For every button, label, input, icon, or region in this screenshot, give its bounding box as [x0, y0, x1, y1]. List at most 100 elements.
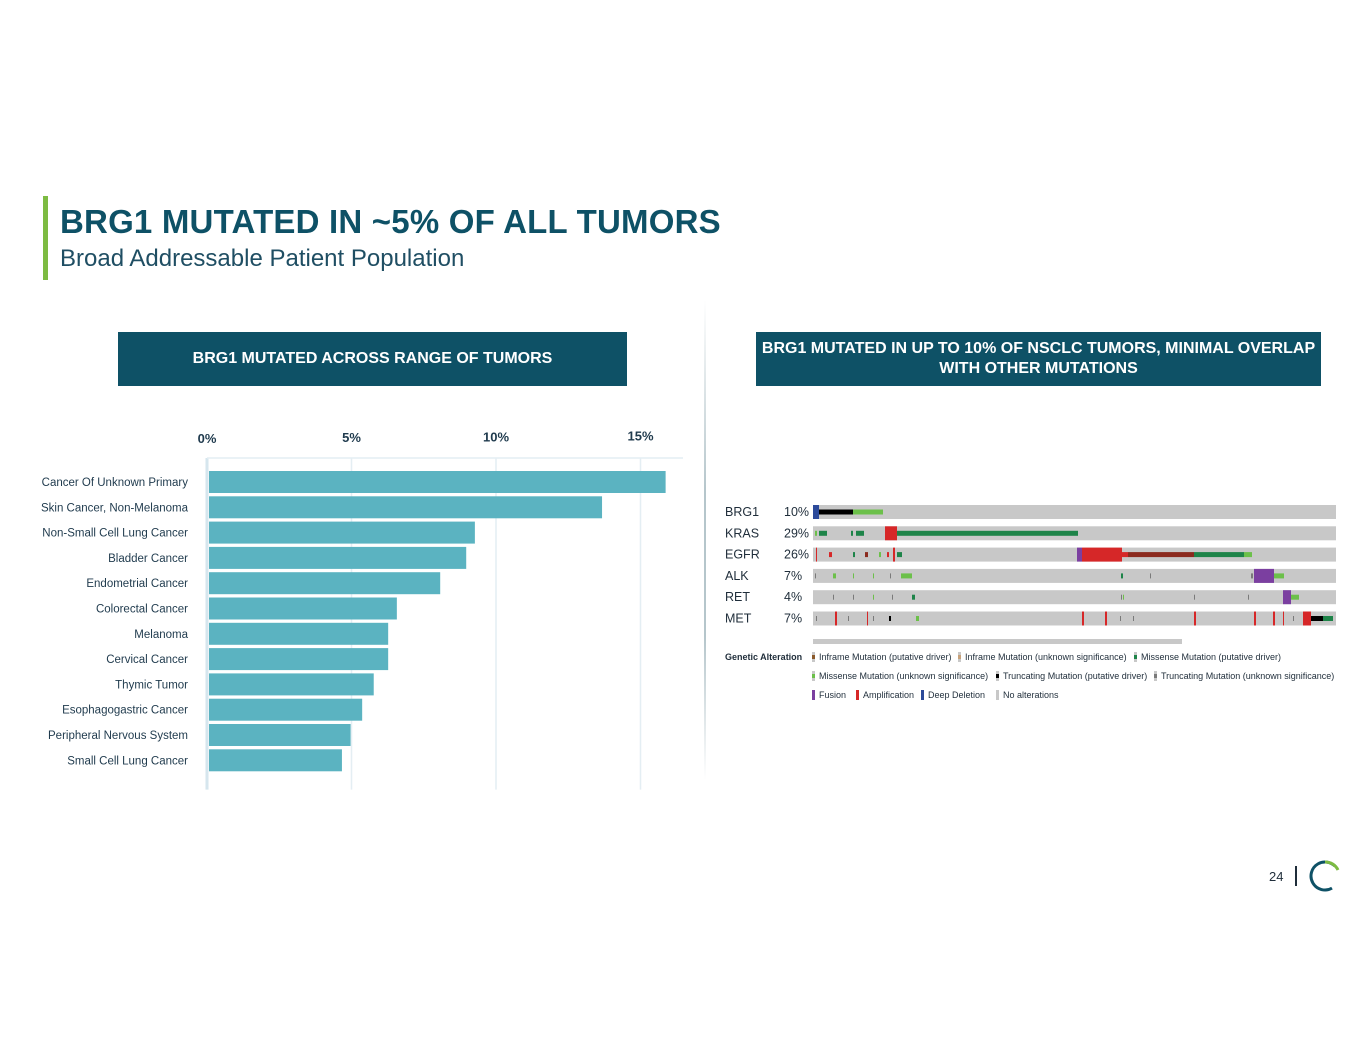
gene-track — [813, 568, 1336, 583]
alteration-mark — [1121, 573, 1123, 579]
alteration-mark — [889, 616, 891, 621]
alteration-mark — [897, 530, 1078, 536]
x-tick-label: 0% — [198, 431, 217, 446]
alteration-mark — [853, 573, 854, 579]
alteration-mark — [819, 509, 853, 515]
legend-title: Genetic Alteration — [725, 652, 802, 662]
legend-label: Missense Mutation (putative driver) — [1141, 652, 1281, 662]
x-tick-label: 5% — [342, 430, 361, 445]
tumor-bar-chart: 0% 5% 10% 15% Cancer Of Unknown Primary Skin … — [41, 429, 683, 790]
alteration-mark — [856, 530, 864, 536]
category-label: Bladder Cancer — [108, 553, 188, 565]
gene-frequency: 7% — [784, 569, 802, 583]
bar — [209, 724, 351, 746]
bar — [209, 648, 389, 671]
alteration-mark — [867, 611, 868, 626]
legend-label: Amplification — [863, 690, 914, 700]
alteration-mark — [890, 573, 891, 579]
gene-track — [813, 590, 1336, 605]
alteration-mark — [873, 594, 874, 600]
alteration-mark — [1150, 573, 1151, 579]
gene-label: BRG1 — [725, 505, 759, 519]
gene-track — [813, 505, 1336, 519]
alteration-mark — [833, 594, 834, 600]
alteration-mark — [1122, 552, 1128, 558]
alteration-mark — [901, 573, 912, 579]
alteration-mark — [851, 530, 853, 536]
alteration-mark — [885, 526, 897, 541]
title-accent-bar — [43, 196, 48, 280]
category-label: Cancer Of Unknown Primary — [42, 477, 189, 489]
legend-label: Fusion — [819, 690, 846, 700]
bar — [209, 698, 363, 721]
alteration-mark — [1311, 616, 1323, 621]
gene-track — [813, 611, 1336, 626]
alteration-mark — [1293, 616, 1294, 621]
alteration-mark — [816, 616, 817, 621]
alteration-mark — [865, 552, 868, 558]
sample-bar — [813, 639, 1182, 644]
legend-swatch — [812, 690, 815, 700]
alteration-mark — [1194, 552, 1244, 558]
gene-label: RET — [725, 590, 750, 604]
alteration-mark — [815, 530, 817, 536]
alteration-mark — [813, 505, 819, 519]
category-label: Non-Small Cell Lung Cancer — [42, 528, 188, 540]
alteration-mark — [819, 530, 827, 536]
alteration-mark — [848, 616, 849, 621]
alteration-mark — [1283, 611, 1284, 626]
legend-swatch — [812, 655, 815, 659]
alteration-mark — [1133, 616, 1134, 621]
legend-label: Inframe Mutation (putative driver) — [819, 652, 952, 662]
alteration-mark — [829, 552, 832, 558]
alteration-mark — [1128, 552, 1194, 558]
company-logo-icon — [1309, 860, 1341, 892]
alteration-mark — [833, 573, 836, 579]
alteration-mark — [835, 611, 837, 626]
alteration-mark — [815, 573, 816, 579]
alteration-mark — [1283, 590, 1291, 605]
alteration-mark — [1254, 611, 1256, 626]
oncoprint-chart: BRG1 10% KRAS 29% EGFR 26% ALK 7% RET 4% MET 7% Gene… — [725, 505, 1336, 700]
category-label: Esophagogastric Cancer — [62, 705, 188, 717]
bar — [209, 521, 475, 544]
category-label: Cervical Cancer — [106, 654, 188, 666]
x-tick-label: 15% — [627, 429, 653, 444]
alteration-mark — [912, 594, 915, 600]
legend-swatch — [1154, 674, 1157, 678]
alteration-mark — [892, 594, 893, 600]
alteration-mark — [873, 573, 874, 579]
alteration-mark — [873, 616, 874, 621]
category-label: Colorectal Cancer — [96, 604, 188, 616]
alteration-mark — [1082, 611, 1084, 626]
bar — [209, 673, 374, 696]
legend-label: Truncating Mutation (putative driver) — [1003, 671, 1147, 681]
panel-divider — [704, 300, 706, 780]
gene-frequency: 7% — [784, 612, 802, 626]
x-tick-label: 10% — [483, 429, 509, 444]
bar — [209, 572, 441, 595]
legend-label: No alterations — [1003, 690, 1059, 700]
alteration-mark — [1194, 594, 1195, 600]
slide-title: BRG1 MUTATED IN ~5% OF ALL TUMORS — [60, 203, 721, 240]
alteration-mark — [1274, 573, 1284, 579]
legend-swatch — [921, 690, 924, 700]
legend-swatch — [1134, 655, 1137, 659]
page-separator — [1295, 866, 1297, 886]
legend-swatch — [812, 674, 815, 678]
category-label: Endometrial Cancer — [86, 578, 188, 590]
alteration-mark — [887, 552, 889, 558]
left-panel-header: BRG1 MUTATED ACROSS RANGE OF TUMORS — [118, 332, 627, 386]
page-number: 24 — [1269, 869, 1284, 884]
bar — [209, 546, 467, 569]
legend-swatch — [958, 655, 961, 659]
legend-label: Inframe Mutation (unknown significance) — [965, 652, 1127, 662]
alteration-mark — [853, 594, 854, 600]
bar — [209, 597, 397, 620]
bar — [209, 496, 603, 519]
alteration-mark — [853, 509, 883, 515]
gene-label: KRAS — [725, 526, 759, 540]
alteration-mark — [1244, 552, 1252, 558]
legend-label: Missense Mutation (unknown significance) — [819, 671, 988, 681]
gene-label: MET — [725, 612, 752, 626]
